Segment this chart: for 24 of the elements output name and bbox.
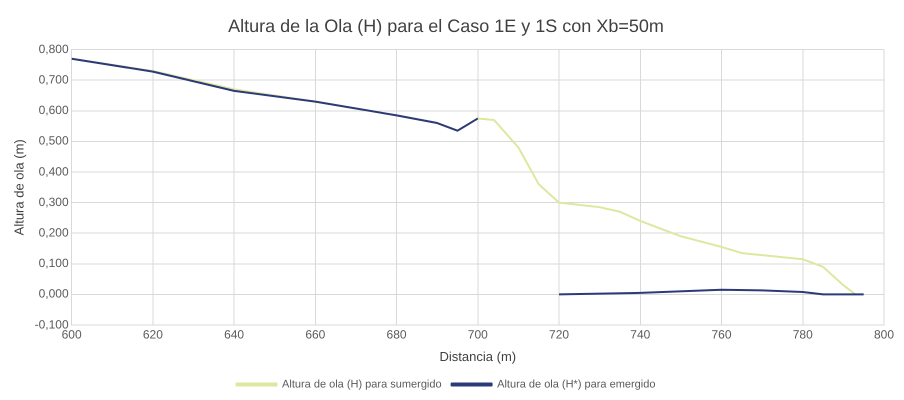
x-tick-label: 620 xyxy=(142,328,164,342)
x-tick-label: 800 xyxy=(874,328,894,342)
y-tick-label: 0,300 xyxy=(38,194,69,209)
y-tick-label: 0,600 xyxy=(38,103,69,118)
x-tick-label: 780 xyxy=(792,328,814,342)
y-tick-label: 0,200 xyxy=(38,226,69,240)
x-tick-label: 680 xyxy=(386,328,407,342)
y-axis-title: Altura de ola (m) xyxy=(11,139,26,236)
x-tick-label: 760 xyxy=(712,328,732,342)
x-tick-label: 720 xyxy=(549,328,570,342)
y-tick-label: 0,000 xyxy=(38,286,69,301)
x-tick-label: 700 xyxy=(468,328,488,342)
y-tick-label: 0,100 xyxy=(38,256,69,270)
y-tick-label: 0,500 xyxy=(38,134,69,148)
y-tick-label: 0,800 xyxy=(38,42,69,56)
y-tick-label: 0,700 xyxy=(38,72,69,87)
legend-label: Altura de ola (H*) para emergido xyxy=(497,378,656,391)
x-tick-label: 660 xyxy=(305,328,326,342)
y-tick-label: 0,400 xyxy=(38,164,69,178)
x-axis-title: Distancia (m) xyxy=(440,348,516,364)
legend-label: Altura de ola (H) para sumergido xyxy=(282,378,442,391)
chart-title: Altura de la Ola (H) para el Caso 1E y 1S con Xb=50m xyxy=(228,16,664,36)
x-tick-label: 640 xyxy=(224,328,244,342)
x-tick-label: 740 xyxy=(630,328,651,342)
